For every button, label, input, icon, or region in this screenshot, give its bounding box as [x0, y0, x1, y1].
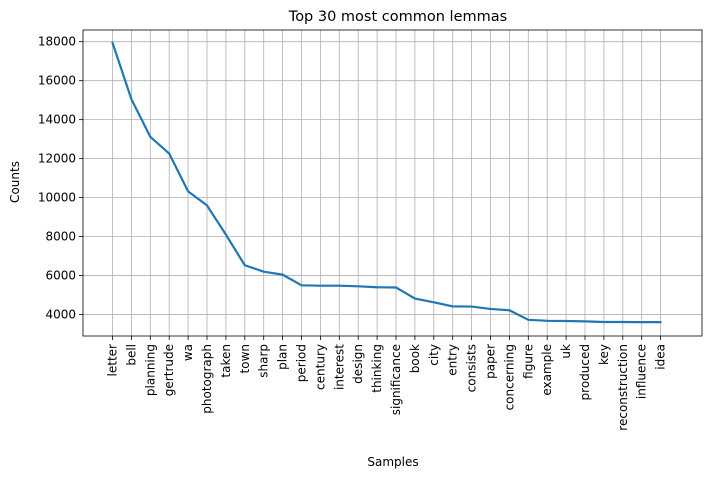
- x-tick-label-significance: significance: [389, 344, 403, 415]
- y-tick-label: 14000: [38, 113, 76, 127]
- y-axis-label: Counts: [8, 161, 22, 203]
- plot-frame: [82, 29, 703, 337]
- x-axis-ticks: letter bell planning gertrude wa photograph ta…: [106, 336, 668, 431]
- x-tick-label-sharp: sharp: [257, 344, 271, 378]
- x-tick-label-book: book: [408, 344, 422, 373]
- y-tick-label: 8000: [45, 230, 76, 244]
- x-tick-label-taken: taken: [219, 344, 233, 378]
- x-tick-label-thinking: thinking: [370, 344, 384, 393]
- x-tick-label-figure: figure: [521, 344, 535, 379]
- x-tick-label-design: design: [351, 344, 365, 384]
- x-tick-label-key: key: [597, 344, 611, 365]
- x-tick-label-bell: bell: [124, 344, 138, 366]
- x-tick-label-interest: interest: [332, 344, 346, 390]
- x-tick-label-influence: influence: [635, 344, 649, 399]
- y-tick-label: 10000: [38, 191, 76, 205]
- series-line: [111, 41, 662, 324]
- y-tick-label: 12000: [38, 152, 76, 166]
- y-tick-label: 16000: [38, 74, 76, 88]
- x-tick-label-town: town: [238, 344, 252, 373]
- x-tick-label-wa: wa: [181, 344, 195, 361]
- x-tick-label-letter: letter: [106, 344, 120, 377]
- x-tick-label-plan: plan: [276, 344, 290, 370]
- x-tick-label-concerning: concerning: [502, 344, 516, 410]
- chart-title: Top 30 most common lemmas: [288, 9, 507, 25]
- y-tick-label: 6000: [45, 269, 76, 283]
- x-tick-label-produced: produced: [578, 344, 592, 400]
- grid-lines: [83, 30, 702, 336]
- x-tick-label-consists: consists: [465, 344, 479, 392]
- x-tick-label-city: city: [427, 344, 441, 366]
- x-tick-label-century: century: [313, 344, 327, 390]
- x-tick-label-uk: uk: [559, 344, 573, 359]
- x-tick-label-gertrude: gertrude: [162, 344, 176, 396]
- x-axis-label: Samples: [367, 455, 418, 469]
- series-layer: [111, 41, 662, 324]
- y-tick-label: 4000: [45, 308, 76, 322]
- x-tick-label-idea: idea: [654, 344, 668, 370]
- y-tick-label: 18000: [38, 35, 76, 49]
- x-tick-label-entry: entry: [446, 344, 460, 376]
- x-tick-label-example: example: [540, 344, 554, 396]
- y-axis-ticks: 4000 6000 8000 10000 12000 14000 16000 18000: [38, 35, 83, 322]
- x-tick-label-reconstruction: reconstruction: [616, 344, 630, 431]
- x-tick-label-photograph: photograph: [200, 344, 214, 414]
- x-tick-label-planning: planning: [143, 344, 157, 396]
- x-tick-label-paper: paper: [484, 344, 498, 379]
- x-tick-label-period: period: [295, 344, 309, 382]
